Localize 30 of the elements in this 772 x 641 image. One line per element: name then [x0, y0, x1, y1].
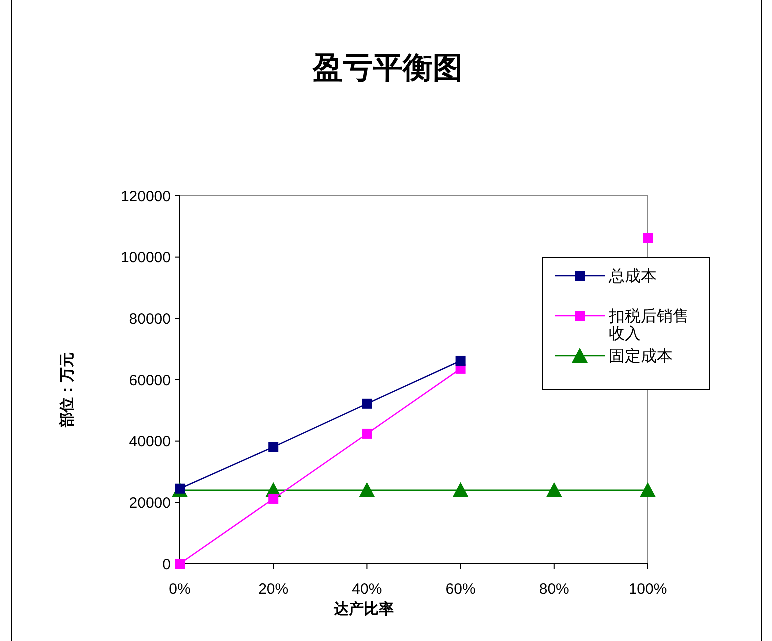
legend-label: 总成本	[608, 268, 657, 286]
y-tick-label: 120000	[120, 188, 171, 206]
x-axis-title: 达产比率	[333, 600, 394, 618]
y-axis-title: 部位：万元	[58, 352, 76, 428]
point	[268, 494, 279, 504]
x-tick-label: 80%	[539, 581, 570, 598]
point	[362, 428, 372, 439]
point	[456, 356, 466, 366]
point	[546, 482, 562, 498]
x-tick-label: 40%	[352, 581, 382, 598]
y-tick-label: 100000	[120, 250, 171, 267]
y-tick-label: 20000	[129, 494, 171, 512]
chart-title: 盈亏平衡图	[312, 51, 463, 86]
point	[640, 482, 656, 498]
y-tick-label: 0	[162, 556, 171, 574]
point	[359, 482, 376, 498]
y-tick-label: 60000	[129, 372, 171, 390]
x-tick-label: 0%	[169, 581, 191, 598]
point	[268, 442, 279, 452]
legend-label: 固定成本	[609, 348, 673, 366]
point	[643, 233, 653, 244]
y-tick-label: 80000	[129, 310, 171, 328]
legend-label: 扣税后销售收入	[608, 308, 689, 344]
point	[175, 559, 185, 569]
point	[362, 398, 372, 409]
x-tick-label: 60%	[446, 581, 476, 598]
x-tick-label: 100%	[628, 581, 668, 598]
x-tick-label: 20%	[258, 581, 289, 598]
point	[452, 482, 469, 498]
y-tick-label: 40000	[129, 434, 171, 451]
